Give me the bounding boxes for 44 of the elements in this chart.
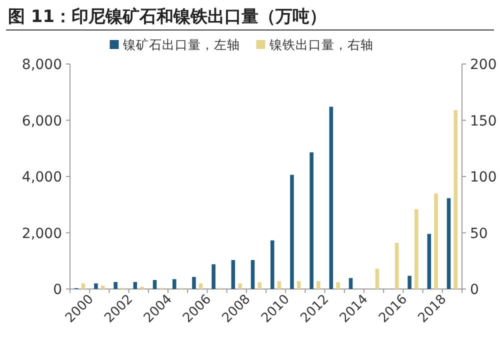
bar — [212, 264, 216, 289]
legend-label: 镍矿石出口量，左轴 — [122, 37, 240, 52]
bar — [414, 209, 418, 289]
y-tick-label: 6,000 — [22, 113, 62, 130]
y-tick-label: 4,000 — [22, 170, 62, 186]
bar — [310, 152, 314, 289]
bar — [238, 283, 242, 289]
y2-tick-label: 200 — [470, 57, 497, 73]
bar — [198, 283, 203, 289]
y-tick-label: 0 — [53, 282, 62, 298]
bar — [133, 282, 138, 289]
bar — [258, 282, 262, 289]
y2-tick-label: 100 — [470, 170, 497, 186]
bar — [408, 276, 412, 289]
y-tick-label: 2,000 — [22, 226, 62, 242]
bar — [454, 110, 458, 289]
bar — [231, 260, 236, 289]
y2-tick-label: 150 — [470, 113, 497, 130]
bar — [114, 282, 118, 289]
bar — [316, 281, 320, 289]
bar — [81, 283, 86, 289]
bar — [375, 268, 380, 289]
y-tick-label: 8,000 — [22, 57, 62, 73]
y2-tick-label: 0 — [470, 282, 479, 298]
bar — [250, 260, 255, 289]
bar — [434, 193, 438, 289]
bar — [172, 279, 176, 289]
bar — [348, 278, 353, 289]
bar — [446, 198, 451, 289]
legend-label: 镍铁出口量，右轴 — [268, 37, 374, 52]
bar — [277, 281, 282, 289]
bar — [290, 174, 294, 289]
bar — [336, 282, 340, 289]
y2-tick-label: 50 — [470, 226, 488, 242]
bar — [329, 106, 334, 289]
bar — [94, 283, 98, 289]
bar — [394, 242, 399, 289]
bar — [192, 276, 196, 289]
bar — [296, 281, 301, 289]
bar — [100, 286, 105, 289]
chart-title: 图 11：印尼镍矿石和镍铁出口量（万吨） — [8, 7, 327, 27]
bar — [427, 234, 432, 289]
bar — [270, 240, 274, 289]
bar — [152, 280, 157, 289]
